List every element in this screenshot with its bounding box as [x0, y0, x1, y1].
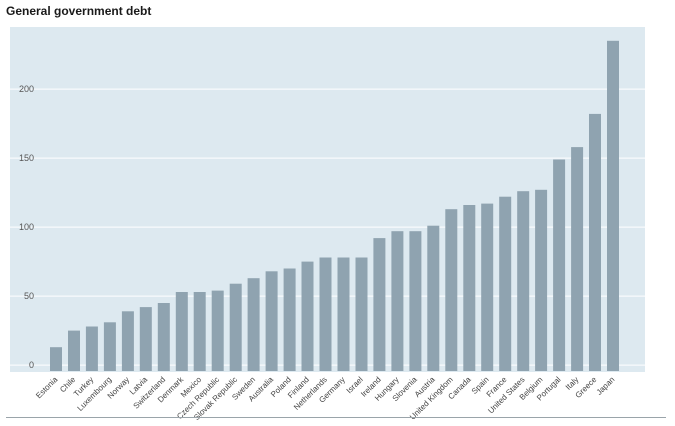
bar-poland: [283, 268, 296, 371]
bar-mexico: [193, 292, 206, 371]
bars: [50, 40, 619, 372]
x-category-label: Japan: [595, 375, 617, 397]
bar-ireland: [373, 238, 386, 371]
bar-denmark: [175, 292, 188, 371]
bar-slovak-republic: [229, 283, 242, 371]
bar-greece: [589, 113, 601, 372]
y-tick-label: 50: [24, 291, 34, 301]
y-axis-tick-labels: 0 50 100 150 200: [19, 84, 34, 370]
x-category-label: Estonia: [34, 375, 60, 401]
bar-luxembourg: [103, 322, 116, 371]
bar-czech-republic: [211, 290, 224, 371]
bar-united-states: [517, 191, 530, 371]
bar-turkey: [85, 326, 98, 371]
bar-chile: [68, 330, 80, 371]
bar-japan: [607, 40, 619, 372]
bar-norway: [121, 311, 134, 371]
bar-netherlands: [319, 257, 332, 371]
bar-austria: [427, 225, 440, 371]
bar-finland: [301, 261, 314, 371]
bar-switzerland: [157, 303, 170, 371]
y-tick-label: 200: [19, 84, 34, 94]
y-tick-label: 150: [19, 153, 34, 163]
bar-estonia: [50, 347, 62, 371]
bar-canada: [463, 205, 476, 371]
bar-france: [499, 196, 512, 371]
bar-australia: [265, 271, 278, 371]
bar-spain: [481, 203, 494, 371]
bar-hungary: [391, 231, 404, 371]
bar-sweden: [247, 278, 260, 371]
bar-italy: [571, 147, 584, 371]
bottom-rule: [6, 417, 666, 418]
y-tick-label: 100: [19, 222, 34, 232]
bar-israel: [355, 257, 368, 371]
bar-portugal: [553, 159, 566, 371]
y-tick-label: 0: [29, 360, 34, 370]
x-axis-category-labels: EstoniaChileTurkeyLuxembourgNorwayLatvia…: [34, 374, 616, 422]
bar-germany: [337, 257, 350, 371]
bar-latvia: [139, 307, 152, 371]
chart-title: General government debt: [6, 4, 152, 18]
bar-belgium: [535, 189, 548, 371]
bar-united-kingdom: [445, 209, 458, 371]
bar-slovenia: [409, 231, 422, 371]
